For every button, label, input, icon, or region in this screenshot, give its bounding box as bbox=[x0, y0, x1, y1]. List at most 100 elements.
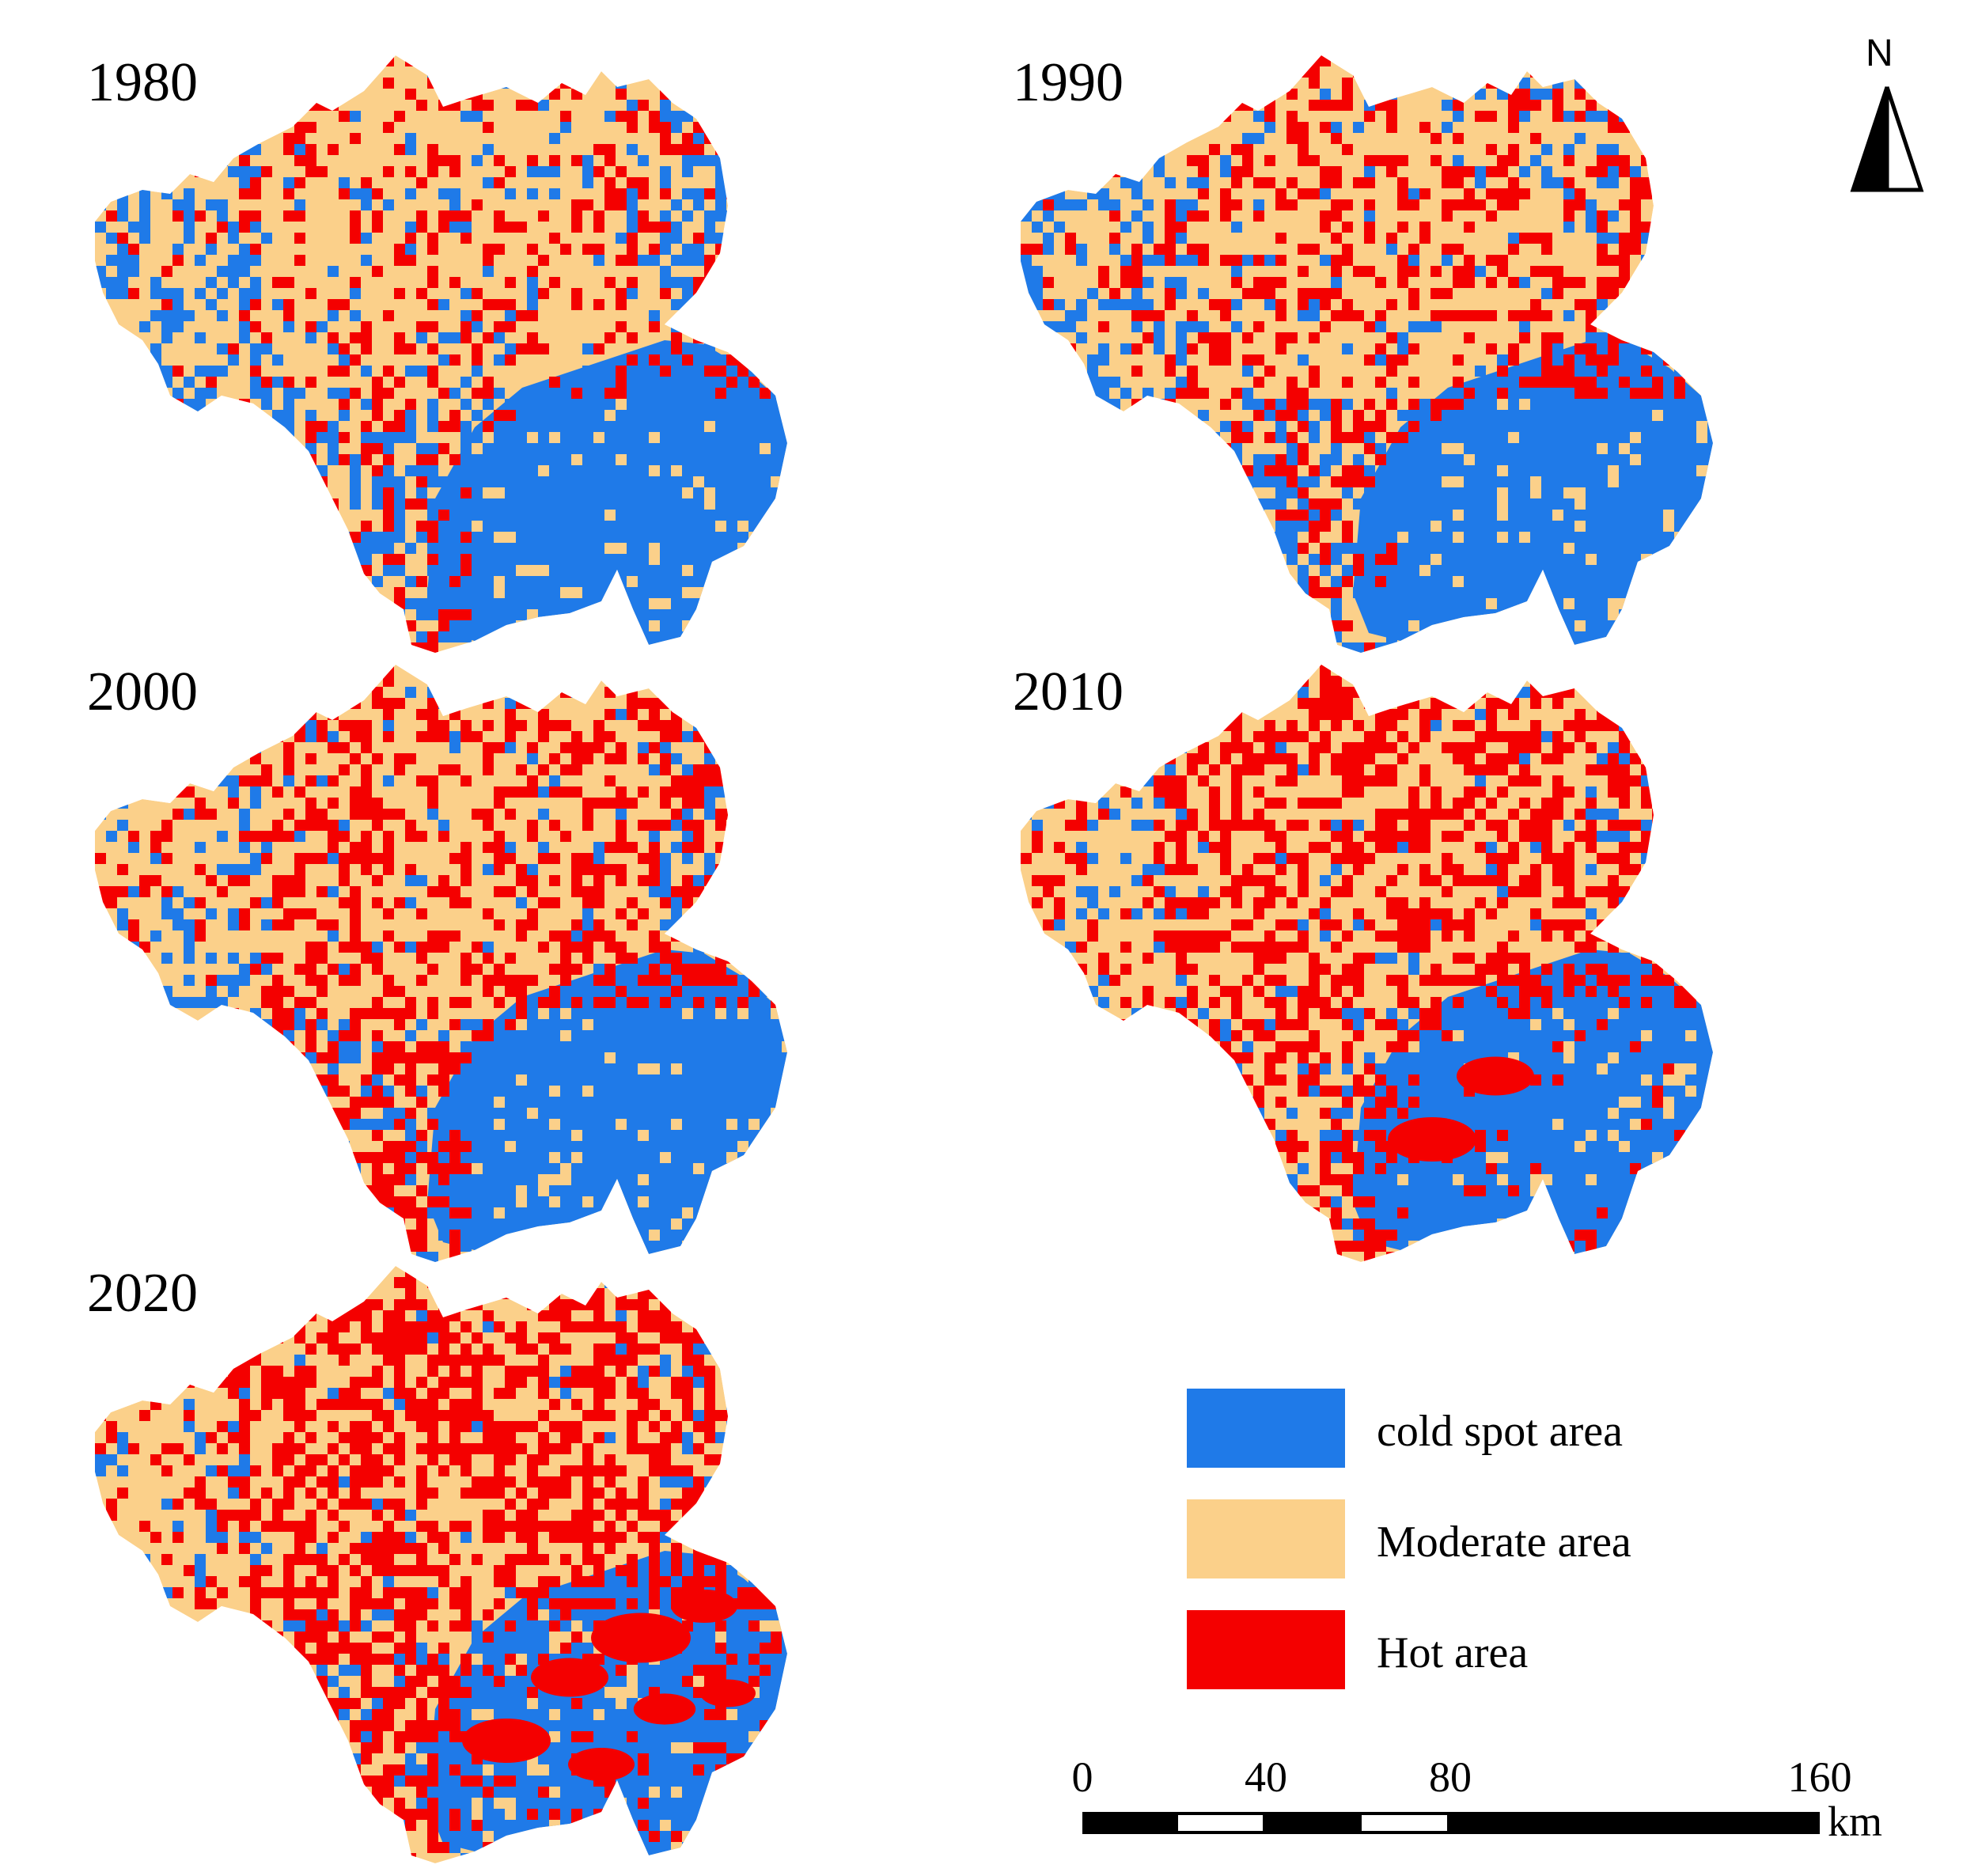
map-cell bbox=[1231, 543, 1242, 554]
map-cell bbox=[1486, 66, 1497, 78]
map-cell bbox=[1264, 288, 1275, 299]
map-cell bbox=[316, 587, 328, 598]
map-cell bbox=[328, 388, 339, 399]
map-cell bbox=[549, 775, 560, 786]
map-cell bbox=[350, 620, 361, 631]
map-cell bbox=[172, 454, 184, 465]
map-cell bbox=[405, 1063, 416, 1074]
map-cell bbox=[449, 199, 460, 210]
map-cell bbox=[184, 942, 195, 953]
map-cell bbox=[1397, 255, 1408, 266]
map-cell bbox=[1707, 731, 1713, 742]
map-cell bbox=[1608, 366, 1619, 377]
map-cell bbox=[1641, 343, 1652, 354]
map-cell bbox=[483, 1019, 494, 1030]
map-cell bbox=[239, 576, 250, 587]
map-cell bbox=[361, 642, 372, 653]
map-cell bbox=[117, 609, 128, 620]
map-cell bbox=[206, 277, 217, 288]
map-cell bbox=[516, 1185, 527, 1196]
map-cell bbox=[361, 543, 372, 554]
map-cell bbox=[1619, 277, 1630, 288]
map-cell bbox=[1253, 288, 1264, 299]
map-cell bbox=[1176, 964, 1187, 975]
map-cell bbox=[671, 199, 682, 210]
map-cell bbox=[1253, 565, 1264, 576]
map-cell bbox=[1597, 809, 1608, 820]
map-cell bbox=[1574, 277, 1586, 288]
map-cell bbox=[726, 100, 737, 111]
map-cell bbox=[1419, 720, 1430, 731]
map-cell bbox=[472, 288, 483, 299]
map-cell bbox=[1430, 155, 1442, 166]
map-cell bbox=[261, 676, 272, 687]
map-cell bbox=[782, 321, 787, 332]
map-cell bbox=[1641, 919, 1652, 930]
map-cell bbox=[1419, 820, 1430, 831]
map-cell bbox=[383, 698, 394, 709]
map-cell bbox=[161, 886, 172, 897]
map-cell bbox=[1508, 886, 1519, 897]
map-cell bbox=[1597, 377, 1608, 388]
map-cell bbox=[483, 421, 494, 432]
map-cell bbox=[760, 975, 771, 986]
map-cell bbox=[1641, 554, 1652, 565]
map-cell bbox=[283, 210, 294, 222]
map-cell bbox=[1464, 698, 1475, 709]
map-cell bbox=[1331, 432, 1342, 443]
map-cell bbox=[1707, 831, 1713, 842]
map-cell bbox=[350, 798, 361, 809]
map-cell bbox=[172, 654, 184, 657]
map-cell bbox=[305, 687, 316, 698]
map-cell bbox=[1486, 676, 1497, 687]
map-cell bbox=[383, 676, 394, 687]
map-cell bbox=[172, 210, 184, 222]
map-cell bbox=[782, 155, 787, 166]
map-cell bbox=[1353, 554, 1364, 565]
map-cell bbox=[1397, 930, 1408, 942]
map-cell bbox=[1331, 720, 1342, 731]
map-cell bbox=[328, 798, 339, 809]
map-cell bbox=[1586, 908, 1597, 919]
map-cell bbox=[483, 975, 494, 986]
map-cell bbox=[449, 1108, 460, 1119]
map-cell bbox=[1375, 930, 1386, 942]
map-cell bbox=[1464, 388, 1475, 399]
map-cell bbox=[1574, 521, 1586, 532]
map-cell bbox=[117, 864, 128, 875]
map-cell bbox=[494, 55, 505, 66]
map-cell bbox=[649, 842, 660, 853]
map-cell bbox=[117, 465, 128, 476]
map-cell bbox=[361, 1207, 372, 1218]
map-cell bbox=[261, 631, 272, 642]
map-cell bbox=[1619, 299, 1630, 310]
map-cell bbox=[1264, 410, 1275, 421]
map-cell bbox=[726, 687, 737, 698]
map-cell bbox=[184, 410, 195, 421]
map-cell bbox=[339, 742, 350, 753]
map-cell bbox=[1098, 554, 1109, 565]
map-cell bbox=[150, 1252, 161, 1262]
map-cell bbox=[1098, 521, 1109, 532]
map-cell bbox=[217, 698, 228, 709]
map-cell bbox=[305, 1108, 316, 1119]
map-cell bbox=[228, 1241, 239, 1252]
map-cell bbox=[427, 1052, 438, 1063]
map-cell bbox=[272, 410, 283, 421]
map-cell bbox=[1286, 399, 1298, 410]
map-cell bbox=[1209, 942, 1220, 953]
map-cell bbox=[1154, 343, 1165, 354]
map-cell bbox=[549, 233, 560, 244]
map-cell bbox=[328, 775, 339, 786]
map-cell bbox=[117, 144, 128, 155]
map-cell bbox=[1508, 853, 1519, 864]
map-cell bbox=[693, 332, 704, 343]
map-cell bbox=[350, 731, 361, 742]
map-cell bbox=[239, 831, 250, 842]
map-cell bbox=[1386, 631, 1397, 642]
map-cell bbox=[1076, 476, 1087, 487]
map-cell bbox=[206, 1097, 217, 1108]
map-cell bbox=[172, 1230, 184, 1241]
map-cell bbox=[1187, 620, 1198, 631]
map-cell bbox=[1187, 676, 1198, 687]
